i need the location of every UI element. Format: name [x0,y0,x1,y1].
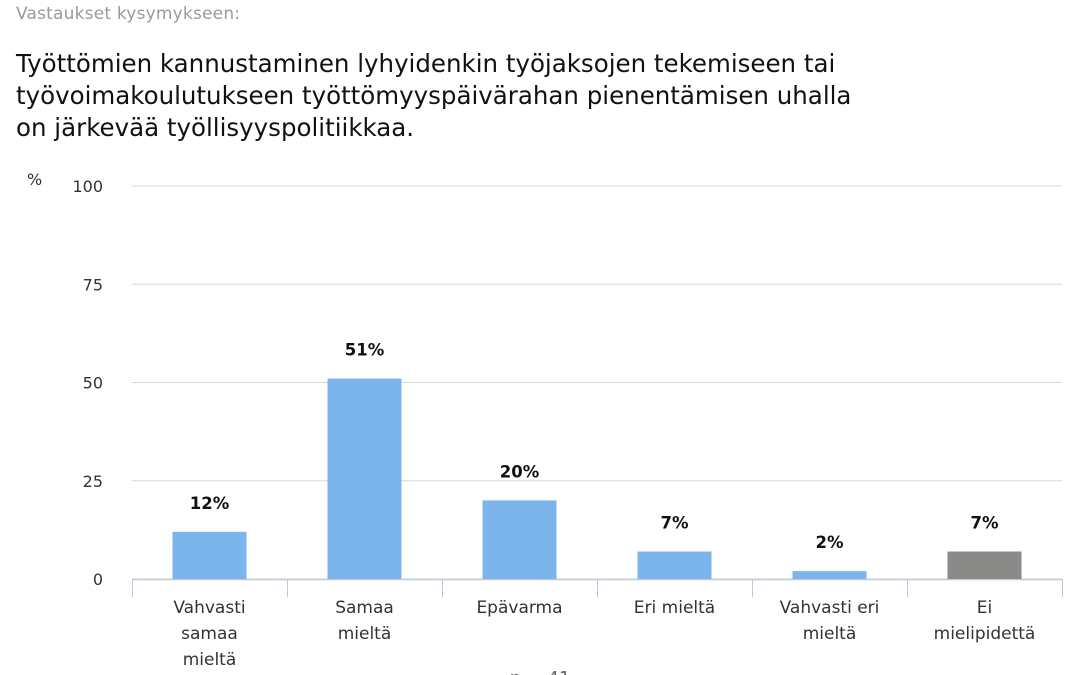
x-category-label: Epävarma [476,598,562,618]
x-category-label: Samaa [335,598,394,618]
bar [792,571,867,579]
y-tick-label: 0 [93,570,103,589]
data-label: 2% [815,533,843,552]
bar [327,378,402,579]
x-category-label: mieltä [183,650,237,670]
bar [947,551,1022,579]
question-title: Työttömien kannustaminen lyhyidenkin työ… [16,49,852,142]
x-category-label: samaa [181,624,238,644]
data-label: 7% [660,513,688,532]
x-category-label: mieltä [338,624,392,644]
y-tick-label: 25 [83,472,103,491]
data-label: 7% [970,513,998,532]
data-label: 51% [345,341,385,360]
x-category-label: mielipidettä [934,624,1036,644]
sample-size-note: n = 41 [510,668,571,675]
x-category-label: Vahvasti [173,598,245,618]
bar [172,531,247,579]
y-tick-label: 50 [83,374,103,393]
x-category-label: Vahvasti eri [780,598,880,618]
x-category-label: Ei [977,598,992,618]
data-label: 12% [190,494,230,513]
x-category-label: mieltä [803,624,857,644]
data-label: 20% [500,462,540,481]
y-tick-label: 75 [83,275,103,294]
question-prefix: Vastaukset kysymykseen: [16,4,241,24]
bar [482,500,557,579]
y-axis-unit: % [27,170,42,189]
y-tick-label: 100 [72,177,103,196]
x-category-label: Eri mieltä [634,598,715,618]
bar [637,551,712,579]
